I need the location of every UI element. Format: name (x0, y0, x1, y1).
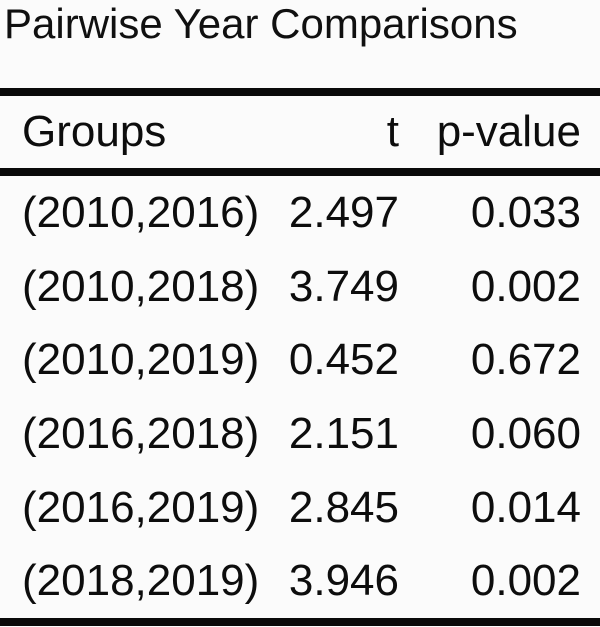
table-row: (2010,2019) 0.452 0.672 (0, 323, 600, 397)
p-value-cell: 0.060 (470, 408, 581, 458)
groups-cell: (2018,2019) (22, 556, 260, 606)
t-value-cell: 0.452 (288, 335, 399, 385)
table-row: (2018,2019) 3.946 0.002 (0, 544, 600, 618)
column-header-groups: Groups (22, 107, 167, 156)
header-separator-rule (0, 168, 600, 176)
table-row: (2016,2019) 2.845 0.014 (0, 471, 600, 545)
title-block: Pairwise Year Comparisons (0, 0, 600, 88)
bottom-rule (0, 618, 600, 626)
p-value-cell: 0.672 (470, 335, 581, 385)
table-row: (2010,2016) 2.497 0.033 (0, 176, 600, 250)
groups-cell: (2010,2016) (22, 187, 260, 237)
p-value-cell: 0.014 (470, 482, 581, 532)
t-value-cell: 3.946 (288, 556, 399, 606)
groups-cell: (2016,2018) (22, 408, 260, 458)
table-body: (2010,2016) 2.497 0.033 (2010,2018) 3.74… (0, 176, 600, 618)
groups-cell: (2016,2019) (22, 482, 260, 532)
t-value-cell: 3.749 (288, 261, 399, 311)
groups-cell: (2010,2018) (22, 261, 260, 311)
groups-cell: (2010,2019) (22, 335, 260, 385)
p-value-cell: 0.033 (470, 187, 581, 237)
column-header-t: t (386, 107, 399, 156)
table-row: (2010,2018) 3.749 0.002 (0, 250, 600, 324)
p-value-cell: 0.002 (470, 261, 581, 311)
top-rule (0, 88, 600, 96)
table-header-row: Groups t p-value (0, 96, 600, 168)
table-title: Pairwise Year Comparisons (4, 0, 518, 47)
column-header-p-value: p-value (436, 107, 581, 156)
p-value-cell: 0.002 (470, 556, 581, 606)
t-value-cell: 2.497 (288, 187, 399, 237)
t-value-cell: 2.845 (288, 482, 399, 532)
t-value-cell: 2.151 (288, 408, 399, 458)
table-row: (2016,2018) 2.151 0.060 (0, 397, 600, 471)
